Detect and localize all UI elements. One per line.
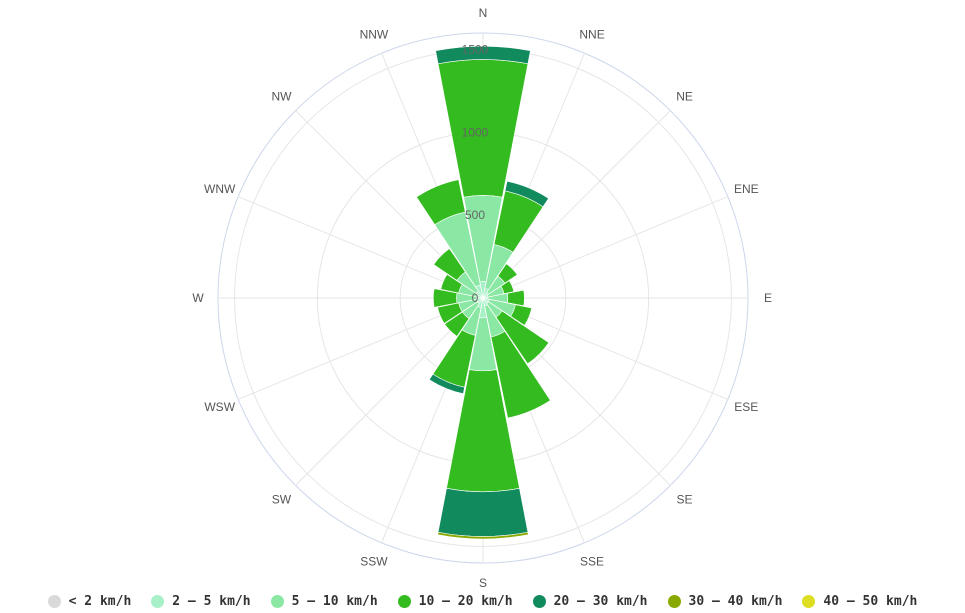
direction-label-wnw: WNW: [204, 182, 236, 196]
direction-label-nnw: NNW: [360, 28, 389, 42]
legend: < 2 km/h 2 – 5 km/h 5 – 10 km/h 10 – 20 km/…: [0, 589, 965, 613]
radial-tick-label: 0: [472, 291, 479, 305]
legend-item[interactable]: 5 – 10 km/h: [270, 593, 378, 609]
direction-label-ese: ESE: [734, 400, 758, 414]
legend-label: 40 – 50 km/h: [823, 593, 918, 609]
radial-tick-label: 500: [465, 208, 485, 222]
legend-swatch: [47, 594, 61, 608]
direction-label-s: S: [479, 576, 487, 589]
legend-label: 5 – 10 km/h: [291, 593, 378, 609]
labels-layer: 0 500 1000 1500 N NNE NE ENE E ESE SE SSE S SSW SW WSW W…: [192, 6, 772, 589]
bar-ese-series-3: [510, 304, 533, 326]
legend-item[interactable]: 20 – 30 km/h: [532, 593, 648, 609]
legend-item[interactable]: 10 – 20 km/h: [397, 593, 513, 609]
direction-label-ne: NE: [676, 89, 693, 103]
bar-sse-series-3: [490, 330, 551, 419]
bar-e-series-3: [507, 289, 525, 307]
legend-swatch: [532, 594, 546, 608]
direction-label-se: SE: [677, 493, 693, 507]
bar-ne-series-3: [497, 263, 518, 284]
bar-se-series-3: [495, 310, 550, 365]
direction-label-sse: SSE: [580, 554, 604, 568]
direction-label-nw: NW: [271, 89, 292, 103]
legend-item[interactable]: 30 – 40 km/h: [667, 593, 783, 609]
bar-wsw-series-3: [437, 302, 463, 324]
bar-n-series-4: [435, 45, 531, 65]
bar-w-series-3: [433, 288, 458, 308]
legend-item[interactable]: 40 – 50 km/h: [802, 594, 917, 609]
legend-item[interactable]: 2 – 5 km/h: [151, 593, 251, 609]
legend-label: 20 – 30 km/h: [553, 593, 648, 609]
bars-layer: [416, 45, 551, 540]
legend-item[interactable]: < 2 km/h: [47, 593, 132, 609]
direction-label-nne: NNE: [579, 28, 604, 42]
legend-swatch: [151, 594, 165, 608]
bar-nw-series-3: [433, 248, 466, 281]
bar-s-series-4: [437, 487, 529, 537]
bar-nnw-series-3: [416, 179, 466, 226]
legend-label: 30 – 40 km/h: [688, 593, 783, 609]
direction-label-w: W: [192, 291, 204, 305]
bar-s-series-5: [437, 531, 529, 540]
legend-label: 10 – 20 km/h: [418, 593, 513, 609]
bar-sw-series-3: [444, 311, 470, 337]
legend-swatch: [802, 594, 816, 608]
direction-label-wsw: WSW: [204, 400, 235, 414]
bar-ene-series-3: [500, 280, 515, 295]
direction-label-e: E: [764, 291, 772, 305]
grid-spoke: [482, 110, 671, 299]
grid-spoke: [237, 196, 484, 299]
direction-label-n: N: [479, 6, 488, 20]
grid-spoke: [482, 196, 729, 299]
radial-tick-label: 1500: [462, 43, 489, 57]
legend-swatch: [270, 594, 284, 608]
legend-label: 2 – 5 km/h: [172, 593, 251, 609]
legend-swatch: [397, 594, 411, 608]
radial-tick-label: 1000: [462, 125, 489, 139]
bar-nne-series-4: [504, 180, 549, 208]
bar-ssw-series-4: [428, 373, 465, 395]
bar-wnw-series-3: [440, 273, 463, 294]
direction-label-ene: ENE: [734, 182, 759, 196]
legend-swatch: [667, 594, 681, 608]
wind-rose-plot: 0 500 1000 1500 N NNE NE ENE E ESE SE SSE S SSW SW WSW W…: [192, 6, 772, 589]
direction-label-ssw: SSW: [360, 554, 388, 568]
direction-label-sw: SW: [272, 493, 292, 507]
legend-label: < 2 km/h: [68, 593, 132, 609]
